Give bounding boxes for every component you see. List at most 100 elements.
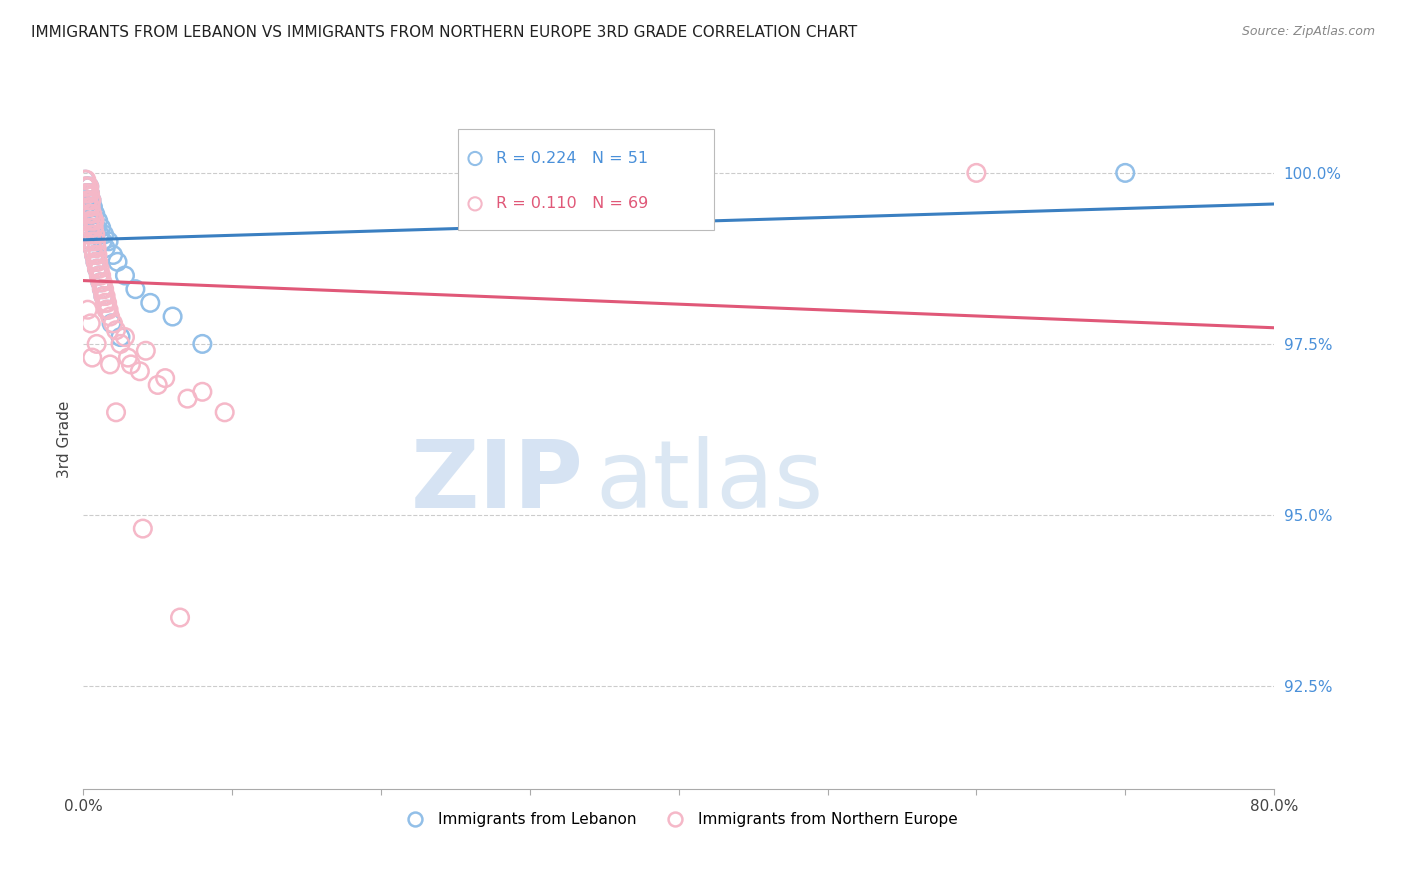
Point [124,282,146,296]
Point [132,522,155,536]
Point [77,200,100,214]
Point [77,179,100,194]
Point [76,302,98,317]
Point [98,358,121,372]
Point [87,268,110,283]
Point [82,207,104,221]
Point [76,186,98,201]
Point [79,214,101,228]
Point [146,378,169,392]
Point [83,214,105,228]
Point [120,358,142,372]
Text: IMMIGRANTS FROM LEBANON VS IMMIGRANTS FROM NORTHERN EUROPE 3RD GRADE CORRELATION: IMMIGRANTS FROM LEBANON VS IMMIGRANTS FR… [31,25,858,40]
Point [191,384,214,399]
Point [105,405,128,419]
Point [96,296,118,310]
Text: atlas: atlas [595,435,824,527]
Point [80,227,103,242]
Point [86,337,108,351]
Text: R = 0.110   N = 69: R = 0.110 N = 69 [496,196,648,211]
Point [77,207,100,221]
Point [84,227,107,242]
Point [135,343,157,358]
Point [82,200,104,214]
Point [82,241,104,255]
Point [76,179,98,194]
Point [76,194,98,208]
Point [1114,166,1136,180]
Point [80,200,103,214]
Point [86,261,108,276]
Point [80,194,103,208]
Point [83,220,105,235]
Point [965,166,987,180]
Point [86,248,108,262]
Legend: Immigrants from Lebanon, Immigrants from Northern Europe: Immigrants from Lebanon, Immigrants from… [394,806,963,833]
Point [169,610,191,624]
Point [76,186,98,201]
Point [87,268,110,283]
Point [114,330,136,344]
Point [90,220,112,235]
Point [75,179,97,194]
Point [117,351,139,365]
Point [77,194,100,208]
Point [96,302,118,317]
Point [101,317,124,331]
Point [80,317,103,331]
Point [93,227,115,242]
Point [86,241,108,255]
Point [75,179,97,194]
Point [82,351,104,365]
Point [84,235,107,249]
Point [76,186,98,201]
Point [80,194,103,208]
Point [76,194,98,208]
Point [84,207,107,221]
Point [89,227,111,242]
Point [87,255,110,269]
Point [80,200,103,214]
Point [139,296,162,310]
Text: ZIP: ZIP [411,435,583,527]
Point [107,255,129,269]
Point [79,214,101,228]
Point [98,310,121,324]
Point [114,268,136,283]
Point [93,289,115,303]
Point [84,255,107,269]
Point [75,194,97,208]
Point [75,179,97,194]
Point [83,248,105,262]
Point [90,282,112,296]
Point [214,405,236,419]
Point [94,296,117,310]
Point [86,220,108,235]
Point [84,255,107,269]
Point [176,392,198,406]
Point [82,241,104,255]
Point [77,207,100,221]
Point [153,371,176,385]
Point [105,323,128,337]
Point [87,214,110,228]
Point [82,207,104,221]
Point [101,248,124,262]
Point [77,179,100,194]
Point [90,268,112,283]
Point [96,302,118,317]
Point [97,302,120,317]
Point [75,173,97,187]
Point [79,186,101,201]
Point [73,200,96,214]
Point [79,186,101,201]
Point [89,276,111,290]
Point [94,241,117,255]
Point [110,337,132,351]
Point [80,235,103,249]
Point [73,186,96,201]
Y-axis label: 3rd Grade: 3rd Grade [58,401,72,478]
Point [80,227,103,242]
Point [77,200,100,214]
Point [83,248,105,262]
